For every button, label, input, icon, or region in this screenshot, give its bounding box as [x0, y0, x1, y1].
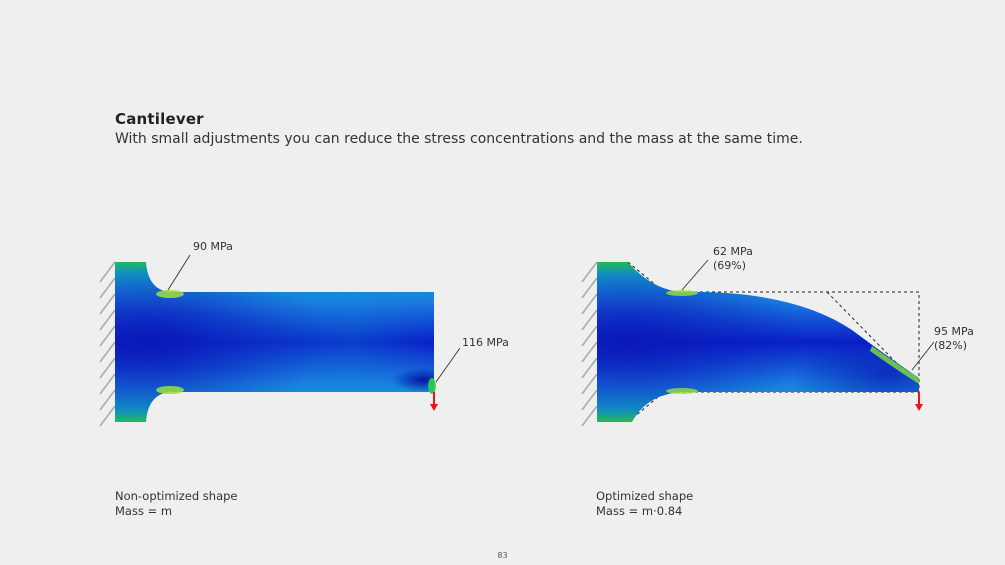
callout-tip-stress: 116 MPa	[462, 336, 509, 349]
wall-support	[581, 261, 598, 427]
load-arrow	[430, 392, 438, 411]
callout-leader-tip	[911, 341, 935, 371]
callout-leader-tip	[435, 347, 460, 383]
caption-non-optimized: Non-optimized shape Mass = m	[115, 489, 238, 519]
callout-leader-root	[681, 259, 709, 291]
caption-optimized: Optimized shape Mass = m·0.84	[596, 489, 693, 519]
page-number: 83	[497, 551, 508, 560]
caption-shape-label: Optimized shape	[596, 489, 694, 503]
wall-support	[99, 261, 116, 427]
callout-root-stress-optimized: 62 MPa (69%)	[713, 245, 753, 272]
caption-shape-label: Non-optimized shape	[115, 489, 238, 503]
callout-root-stress: 90 MPa	[193, 240, 233, 253]
non-optimized-cantilever-diagram	[99, 254, 460, 427]
page-subtitle: With small adjustments you can reduce th…	[115, 131, 803, 147]
page-title: Cantilever	[115, 110, 204, 128]
load-arrow	[915, 392, 923, 411]
callout-leader-root	[167, 254, 191, 291]
caption-mass-label: Mass = m	[115, 504, 173, 518]
caption-mass-label: Mass = m·0.84	[596, 504, 683, 518]
callout-tip-stress-optimized: 95 MPa (82%)	[934, 325, 974, 352]
optimized-cantilever-diagram	[581, 259, 935, 427]
